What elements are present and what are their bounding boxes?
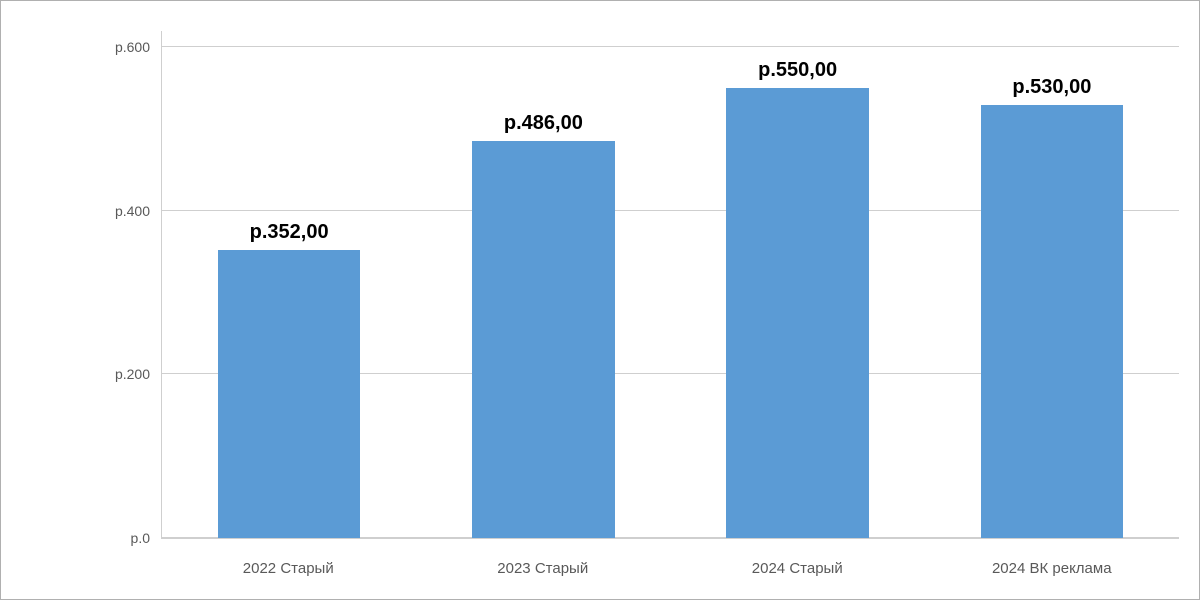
bars-container: р.352,00 р.486,00 р.550,00 р.530,00 [162, 31, 1179, 538]
bar-slot-2: р.550,00 [671, 31, 925, 538]
x-axis-labels: 2022 Старый 2023 Старый 2024 Старый 2024… [161, 539, 1179, 599]
xlabel-0: 2022 Старый [161, 539, 416, 599]
xlabel-2: 2024 Старый [670, 539, 925, 599]
xlabel-3: 2024 ВК реклама [925, 539, 1180, 599]
bar-slot-0: р.352,00 [162, 31, 416, 538]
xlabel-1: 2023 Старый [416, 539, 671, 599]
plot-area: р.0 р.200 р.400 р.600 р.352,00 р.486,00 [161, 31, 1179, 539]
bar-value-label-0: р.352,00 [250, 221, 329, 244]
bar-slot-1: р.486,00 [416, 31, 670, 538]
bar-slot-3: р.530,00 [925, 31, 1179, 538]
bar-2: р.550,00 [726, 88, 868, 538]
bar-value-label-1: р.486,00 [504, 112, 583, 135]
bar-value-label-3: р.530,00 [1012, 76, 1091, 99]
ytick-label-1: р.200 [115, 366, 162, 382]
bar-value-label-2: р.550,00 [758, 59, 837, 82]
chart-frame: р.0 р.200 р.400 р.600 р.352,00 р.486,00 [0, 0, 1200, 600]
ytick-label-3: р.600 [115, 39, 162, 55]
ytick-label-2: р.400 [115, 203, 162, 219]
bar-1: р.486,00 [472, 141, 614, 538]
bar-3: р.530,00 [981, 105, 1123, 538]
bar-0: р.352,00 [218, 250, 360, 538]
ytick-label-0: р.0 [131, 530, 162, 546]
